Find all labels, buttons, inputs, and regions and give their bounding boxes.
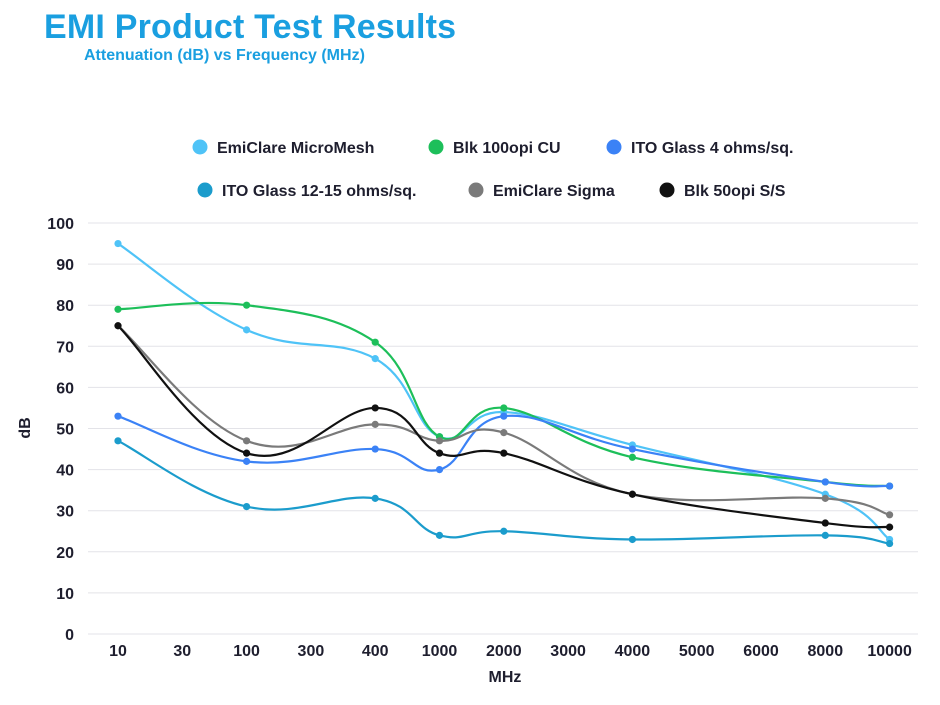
y-tick-label: 0 xyxy=(65,627,74,644)
data-point xyxy=(628,535,637,544)
x-tick-label: 3000 xyxy=(550,643,586,660)
data-point xyxy=(371,404,379,412)
data-point xyxy=(371,355,379,363)
data-point xyxy=(114,437,122,445)
legend-label: Blk 50opi S/S xyxy=(684,183,786,200)
x-tick-label: 5000 xyxy=(679,643,715,660)
gridlines xyxy=(88,222,918,635)
data-point xyxy=(821,519,829,527)
data-point xyxy=(371,494,379,502)
x-tick-label: 2000 xyxy=(486,643,522,660)
data-point xyxy=(886,539,894,548)
x-tick-label: 6000 xyxy=(743,643,779,660)
y-tick-label: 50 xyxy=(56,422,74,439)
x-tick-label: 4000 xyxy=(615,643,651,660)
data-point xyxy=(821,478,829,486)
legend-marker xyxy=(659,182,675,198)
data-point xyxy=(371,338,379,346)
data-point xyxy=(886,523,894,531)
series-line-4 xyxy=(117,324,890,516)
x-tick-label: 8000 xyxy=(808,643,844,660)
data-point xyxy=(371,445,379,453)
y-tick-label: 100 xyxy=(47,216,74,233)
x-tick-label: 10000 xyxy=(867,643,912,660)
data-point xyxy=(243,502,251,511)
data-point xyxy=(821,494,829,502)
legend-marker xyxy=(192,139,208,155)
data-point xyxy=(114,305,122,313)
legend: EmiClare MicroMesh Blk 100opi CU ITO Glass… xyxy=(192,139,793,200)
series-line-1 xyxy=(117,301,890,488)
data-point xyxy=(500,527,508,535)
data-point xyxy=(435,531,444,539)
legend-label: EmiClare Sigma xyxy=(493,183,615,200)
data-point xyxy=(886,511,894,519)
legend-label: EmiClare MicroMesh xyxy=(217,140,374,157)
legend-label: ITO Glass 4 ohms/sq. xyxy=(631,140,793,157)
data-point xyxy=(114,239,122,248)
legend-label: Blk 100opi CU xyxy=(453,140,561,157)
chart-subtitle: Attenuation (dB) vs Frequency (MHz) xyxy=(84,47,365,64)
series-points xyxy=(114,239,894,548)
legend-marker xyxy=(468,182,484,198)
x-tick-label: 400 xyxy=(362,643,389,660)
x-tick-label: 100 xyxy=(233,643,260,660)
x-axis-label: MHz xyxy=(489,669,522,686)
data-point xyxy=(243,457,251,465)
data-point xyxy=(628,490,637,498)
y-tick-label: 80 xyxy=(56,298,74,315)
data-point xyxy=(628,445,637,453)
data-point xyxy=(435,437,444,445)
y-tick-label: 90 xyxy=(56,257,74,274)
data-point xyxy=(435,466,444,474)
data-point xyxy=(628,453,637,461)
y-tick-label: 10 xyxy=(56,586,74,603)
x-tick-label: 10 xyxy=(109,643,127,660)
data-point xyxy=(500,429,508,437)
series-line-0 xyxy=(117,242,891,541)
data-point xyxy=(243,326,251,334)
legend-label: ITO Glass 12-15 ohms/sq. xyxy=(222,183,416,200)
x-tick-label: 30 xyxy=(173,643,191,660)
data-point xyxy=(371,420,379,428)
data-point xyxy=(114,322,122,330)
series-line-5 xyxy=(117,324,890,529)
data-point xyxy=(821,531,829,539)
legend-marker xyxy=(606,139,622,155)
y-axis-label: dB xyxy=(17,417,34,438)
y-tick-label: 70 xyxy=(56,339,74,356)
y-tick-label: 60 xyxy=(56,380,74,397)
x-tick-label: 300 xyxy=(298,643,325,660)
data-point xyxy=(114,412,122,420)
legend-marker xyxy=(428,139,444,155)
series-line-2 xyxy=(117,414,890,488)
data-point xyxy=(243,449,251,457)
chart-title: EMI Product Test Results xyxy=(44,8,457,46)
y-tick-label: 30 xyxy=(56,504,74,521)
data-point xyxy=(886,482,894,490)
y-axis-ticks: 0 10 20 30 40 50 60 70 80 90 100 xyxy=(47,216,74,644)
data-point xyxy=(435,449,444,457)
y-tick-label: 40 xyxy=(56,463,74,480)
data-point xyxy=(243,301,251,309)
data-point xyxy=(500,449,508,457)
data-point xyxy=(500,404,508,412)
x-axis-ticks: 10 30 100 300 400 1000 2000 3000 4000 5000 6000 800… xyxy=(109,643,912,660)
x-tick-label: 1000 xyxy=(422,643,458,660)
y-tick-label: 20 xyxy=(56,545,74,562)
data-point xyxy=(500,412,508,420)
legend-marker xyxy=(197,182,213,198)
series-lines xyxy=(117,242,891,545)
data-point xyxy=(243,437,251,445)
